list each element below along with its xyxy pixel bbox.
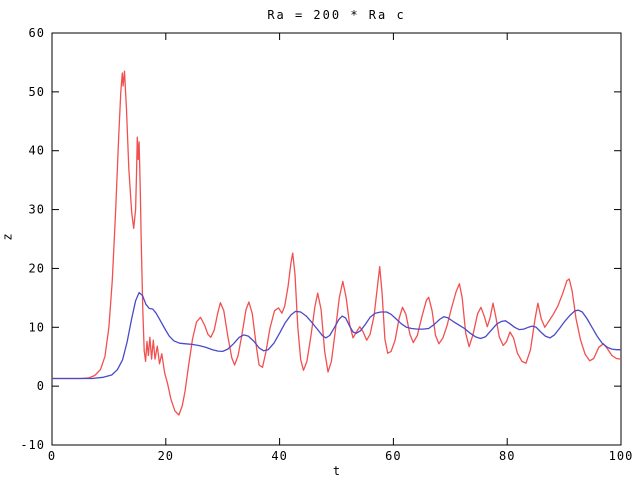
x-tick-label: 100 — [609, 449, 634, 463]
x-axis-label: t — [332, 464, 341, 478]
y-tick-label: 0 — [37, 379, 45, 393]
series-line-red-series — [52, 70, 622, 416]
x-tick-label: 0 — [48, 449, 56, 463]
y-tick-label: 60 — [29, 26, 45, 40]
y-tick-label: 30 — [29, 203, 45, 217]
y-tick-label: 40 — [29, 144, 45, 158]
y-tick-label: 50 — [29, 85, 45, 99]
x-tick-label: 40 — [271, 449, 287, 463]
series-line-blue-series — [52, 291, 621, 380]
chart-title: Ra = 200 * Ra c — [267, 8, 406, 22]
y-tick-label: -10 — [20, 438, 45, 452]
x-tick-label: 60 — [385, 449, 401, 463]
y-tick-label: 20 — [29, 261, 45, 275]
plot-frame — [51, 32, 622, 446]
x-tick-label: 20 — [158, 449, 174, 463]
x-tick-label: 80 — [499, 449, 515, 463]
y-tick-label: 10 — [29, 320, 45, 334]
